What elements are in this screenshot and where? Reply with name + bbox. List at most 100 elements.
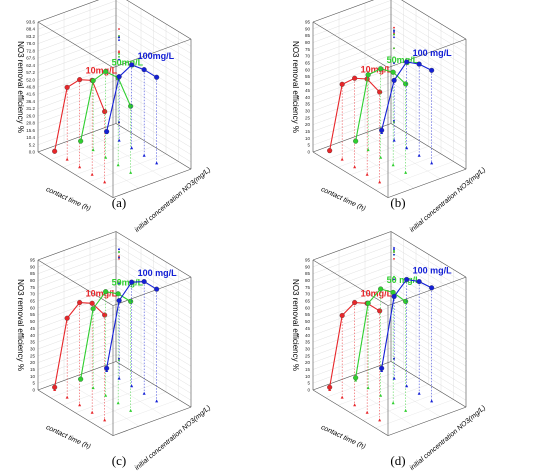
series-2: 100 mg/L <box>379 247 452 403</box>
grid-line <box>312 286 392 315</box>
data-point <box>327 148 333 154</box>
y-tick-label: 85 <box>305 33 311 38</box>
y-tick-label: 15.6 <box>26 128 35 133</box>
data-point <box>403 298 409 304</box>
box-edge <box>390 123 467 170</box>
grid-line <box>37 0 99 23</box>
y-tick-label: 30 <box>305 108 311 113</box>
grid-line <box>312 48 392 77</box>
grid-line <box>337 138 417 168</box>
floor-marker <box>365 172 369 176</box>
floor-marker <box>404 408 408 412</box>
data-point <box>339 81 345 87</box>
grid-line <box>100 161 179 191</box>
box-edge <box>312 389 389 436</box>
grid-line <box>312 13 392 43</box>
floor-marker <box>117 376 121 380</box>
grid-line <box>37 94 117 124</box>
y-tick-label: 30 <box>30 346 36 351</box>
floor-marker <box>417 391 421 395</box>
y-tick-label: 62.4 <box>26 63 35 68</box>
z-axis-label: initial concentration NO3(mg/L) <box>134 167 212 234</box>
grid-line <box>37 51 117 80</box>
y-tick-label: 15 <box>305 129 311 134</box>
floor-marker <box>130 384 134 388</box>
floor-marker <box>366 386 370 390</box>
x-axis-label: contact time (h) <box>45 186 92 213</box>
box-edge <box>312 259 389 306</box>
y-tick-label: 5 <box>307 381 310 386</box>
grid-line <box>312 116 392 146</box>
data-point <box>390 69 396 75</box>
box-edge <box>387 276 467 306</box>
floor-marker <box>391 401 395 405</box>
grid-line <box>312 102 392 132</box>
data-point <box>353 375 359 381</box>
wall-marker <box>118 251 120 253</box>
series-0: 10mg/L <box>52 251 120 422</box>
floor-marker <box>366 148 370 152</box>
wall-marker <box>393 32 395 35</box>
wall-marker <box>393 62 395 65</box>
floor-marker <box>155 399 159 403</box>
series-label: 100 mg/L <box>413 48 453 58</box>
data-point <box>379 365 385 371</box>
y-tick-label: 0.0 <box>29 150 36 155</box>
wall-marker <box>393 247 395 249</box>
y-tick-label: 65 <box>305 299 311 304</box>
y-tick-label: 35 <box>305 102 311 107</box>
y-tick-label: 65 <box>305 61 311 66</box>
grid-line <box>364 370 441 417</box>
grid-line <box>312 0 392 30</box>
wall-marker <box>118 58 120 61</box>
box-frame <box>37 0 192 198</box>
grid-line <box>62 138 142 168</box>
y-tick-label: 78.0 <box>26 41 35 46</box>
wall-marker <box>118 282 120 285</box>
grid-line <box>338 380 415 427</box>
wall-marker <box>393 119 395 122</box>
y-tick-label: 95 <box>305 20 311 25</box>
y-tick-label: 67.6 <box>26 56 35 61</box>
grid-line <box>312 34 392 64</box>
y-axis-label: NO3 removal efficiency % <box>16 41 25 133</box>
box-edge <box>115 123 192 170</box>
grid-line <box>37 22 117 52</box>
data-point <box>52 148 58 154</box>
y-tick-label: 80 <box>305 40 311 45</box>
y-tick-label: 85 <box>305 271 311 276</box>
grid-line <box>37 354 117 384</box>
y-tick-label: 10 <box>305 374 311 379</box>
y-tick-label: 75 <box>305 47 311 52</box>
series-label: 50mg/L <box>112 278 144 288</box>
grid-line <box>312 272 392 302</box>
y-tick-label: 57.2 <box>26 70 35 75</box>
y-tick-label: 50 <box>305 319 311 324</box>
grid-line <box>87 391 167 421</box>
box-edge <box>312 21 389 68</box>
grid-line <box>338 142 415 189</box>
box-frame <box>312 0 467 198</box>
series-label: 50 mg/L <box>387 275 422 285</box>
data-point <box>339 312 345 319</box>
grid-line <box>63 142 140 189</box>
grid-line <box>37 347 117 377</box>
grid-line <box>375 161 454 191</box>
wall-marker <box>118 55 120 58</box>
grid-line <box>37 43 117 73</box>
data-point <box>377 308 383 314</box>
z-axis-label: initial concentration NO3(mg/L) <box>409 405 487 472</box>
floor-marker <box>130 146 134 150</box>
grid-line <box>312 244 392 274</box>
data-point <box>116 74 122 80</box>
grid-line <box>312 27 392 57</box>
grid-line <box>89 132 166 179</box>
wall-marker <box>118 257 120 260</box>
grid-line <box>37 251 117 281</box>
box-edge <box>37 0 100 23</box>
box-edge <box>312 0 375 23</box>
wall-marker <box>118 256 120 259</box>
y-tick-label: 60 <box>305 67 311 72</box>
y-tick-label: 60 <box>30 305 36 310</box>
